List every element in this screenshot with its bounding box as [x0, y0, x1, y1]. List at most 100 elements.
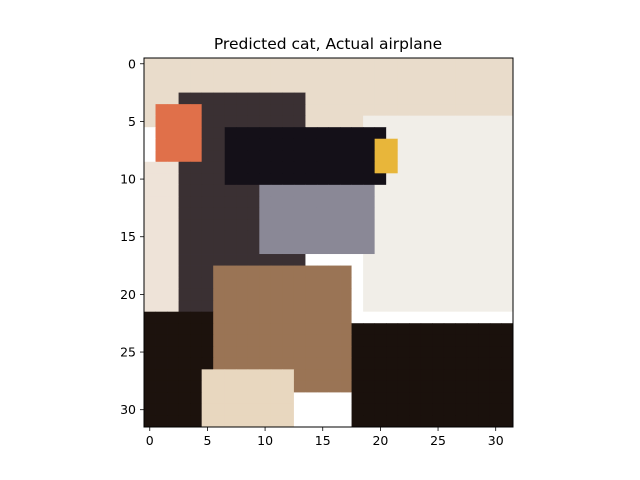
image-pixel	[351, 242, 364, 255]
image-pixel	[374, 277, 387, 290]
image-pixel	[213, 184, 226, 197]
image-pixel	[420, 161, 433, 174]
image-pixel	[420, 92, 433, 105]
image-pixel	[351, 357, 364, 370]
image-pixel	[443, 104, 456, 117]
image-pixel	[224, 357, 237, 370]
image-pixel	[224, 288, 237, 301]
image-pixel	[224, 392, 237, 405]
image-pixel	[455, 161, 468, 174]
image-pixel	[305, 127, 318, 140]
image-pixel	[443, 138, 456, 151]
image-pixel	[351, 196, 364, 209]
image-pixel	[247, 196, 260, 209]
image-pixel	[224, 127, 237, 140]
image-pixel	[167, 288, 179, 301]
image-pixel	[328, 380, 341, 393]
image-pixel	[178, 334, 191, 347]
image-pixel	[236, 288, 249, 301]
image-pixel	[178, 277, 191, 290]
image-pixel	[316, 380, 329, 393]
image-pixel	[259, 311, 272, 324]
image-pixel	[489, 127, 502, 140]
image-pixel	[305, 346, 318, 359]
image-pixel	[489, 403, 502, 416]
image-pixel	[397, 104, 410, 117]
image-pixel	[340, 196, 352, 209]
image-pixel	[501, 104, 514, 117]
image-pixel	[466, 184, 479, 197]
image-pixel	[259, 161, 272, 174]
image-pixel	[409, 369, 422, 382]
image-pixel	[363, 138, 376, 151]
image-pixel	[363, 300, 376, 313]
image-pixel	[340, 127, 352, 140]
image-pixel	[259, 104, 272, 117]
image-pixel	[478, 254, 491, 266]
image-pixel	[432, 334, 445, 347]
image-pixel	[167, 115, 179, 128]
image-pixel	[316, 184, 329, 197]
image-pixel	[282, 265, 295, 278]
image-pixel	[282, 415, 295, 428]
image-pixel	[432, 369, 445, 382]
image-pixel	[501, 415, 514, 428]
image-pixel	[224, 369, 237, 382]
image-pixel	[305, 311, 318, 324]
image-pixel	[386, 104, 399, 117]
image-pixel	[397, 380, 410, 393]
image-pixel	[386, 380, 399, 393]
image-pixel	[409, 288, 422, 301]
image-pixel	[190, 58, 203, 70]
image-pixel	[316, 369, 329, 382]
image-pixel	[420, 254, 433, 266]
image-pixel	[213, 104, 226, 117]
chart-title: Predicted cat, Actual airplane	[214, 35, 442, 53]
image-pixel	[236, 323, 249, 336]
image-pixel	[178, 230, 191, 243]
image-pixel	[247, 334, 260, 347]
image-pixel	[455, 288, 468, 301]
image-pixel	[305, 58, 318, 70]
image-pixel	[374, 92, 387, 105]
image-pixel	[155, 230, 168, 243]
image-pixel	[386, 300, 399, 313]
image-pixel	[190, 265, 203, 278]
image-pixel	[409, 230, 422, 243]
image-pixel	[489, 346, 502, 359]
image-pixel	[328, 403, 341, 416]
y-tick-label: 0	[128, 56, 136, 71]
image-pixel	[270, 58, 283, 70]
image-pixel	[213, 300, 226, 313]
image-pixel	[340, 207, 352, 220]
image-pixel	[351, 265, 364, 278]
image-pixel	[201, 219, 214, 232]
image-pixel	[144, 207, 156, 220]
image-pixel	[351, 69, 364, 82]
image-pixel	[270, 184, 283, 197]
image-pixel	[259, 219, 272, 232]
image-pixel	[443, 196, 456, 209]
image-pixel	[259, 242, 272, 255]
image-pixel	[236, 207, 249, 220]
image-pixel	[270, 196, 283, 209]
image-pixel	[443, 81, 456, 93]
image-pixel	[455, 403, 468, 416]
image-pixel	[455, 311, 468, 324]
image-pixel	[501, 81, 514, 93]
image-pixel	[432, 230, 445, 243]
image-pixel	[328, 242, 341, 255]
image-pixel	[155, 81, 168, 93]
image-pixel	[293, 380, 306, 393]
image-pixel	[501, 69, 514, 82]
image-pixel	[270, 357, 283, 370]
image-pixel	[270, 415, 283, 428]
image-pixel	[455, 173, 468, 186]
image-pixel	[386, 254, 399, 266]
image-pixel	[443, 254, 456, 266]
image-pixel	[213, 288, 226, 301]
image-pixel	[282, 104, 295, 117]
y-tick-label: 25	[120, 345, 136, 360]
image-pixel	[455, 369, 468, 382]
image-pixel	[282, 207, 295, 220]
